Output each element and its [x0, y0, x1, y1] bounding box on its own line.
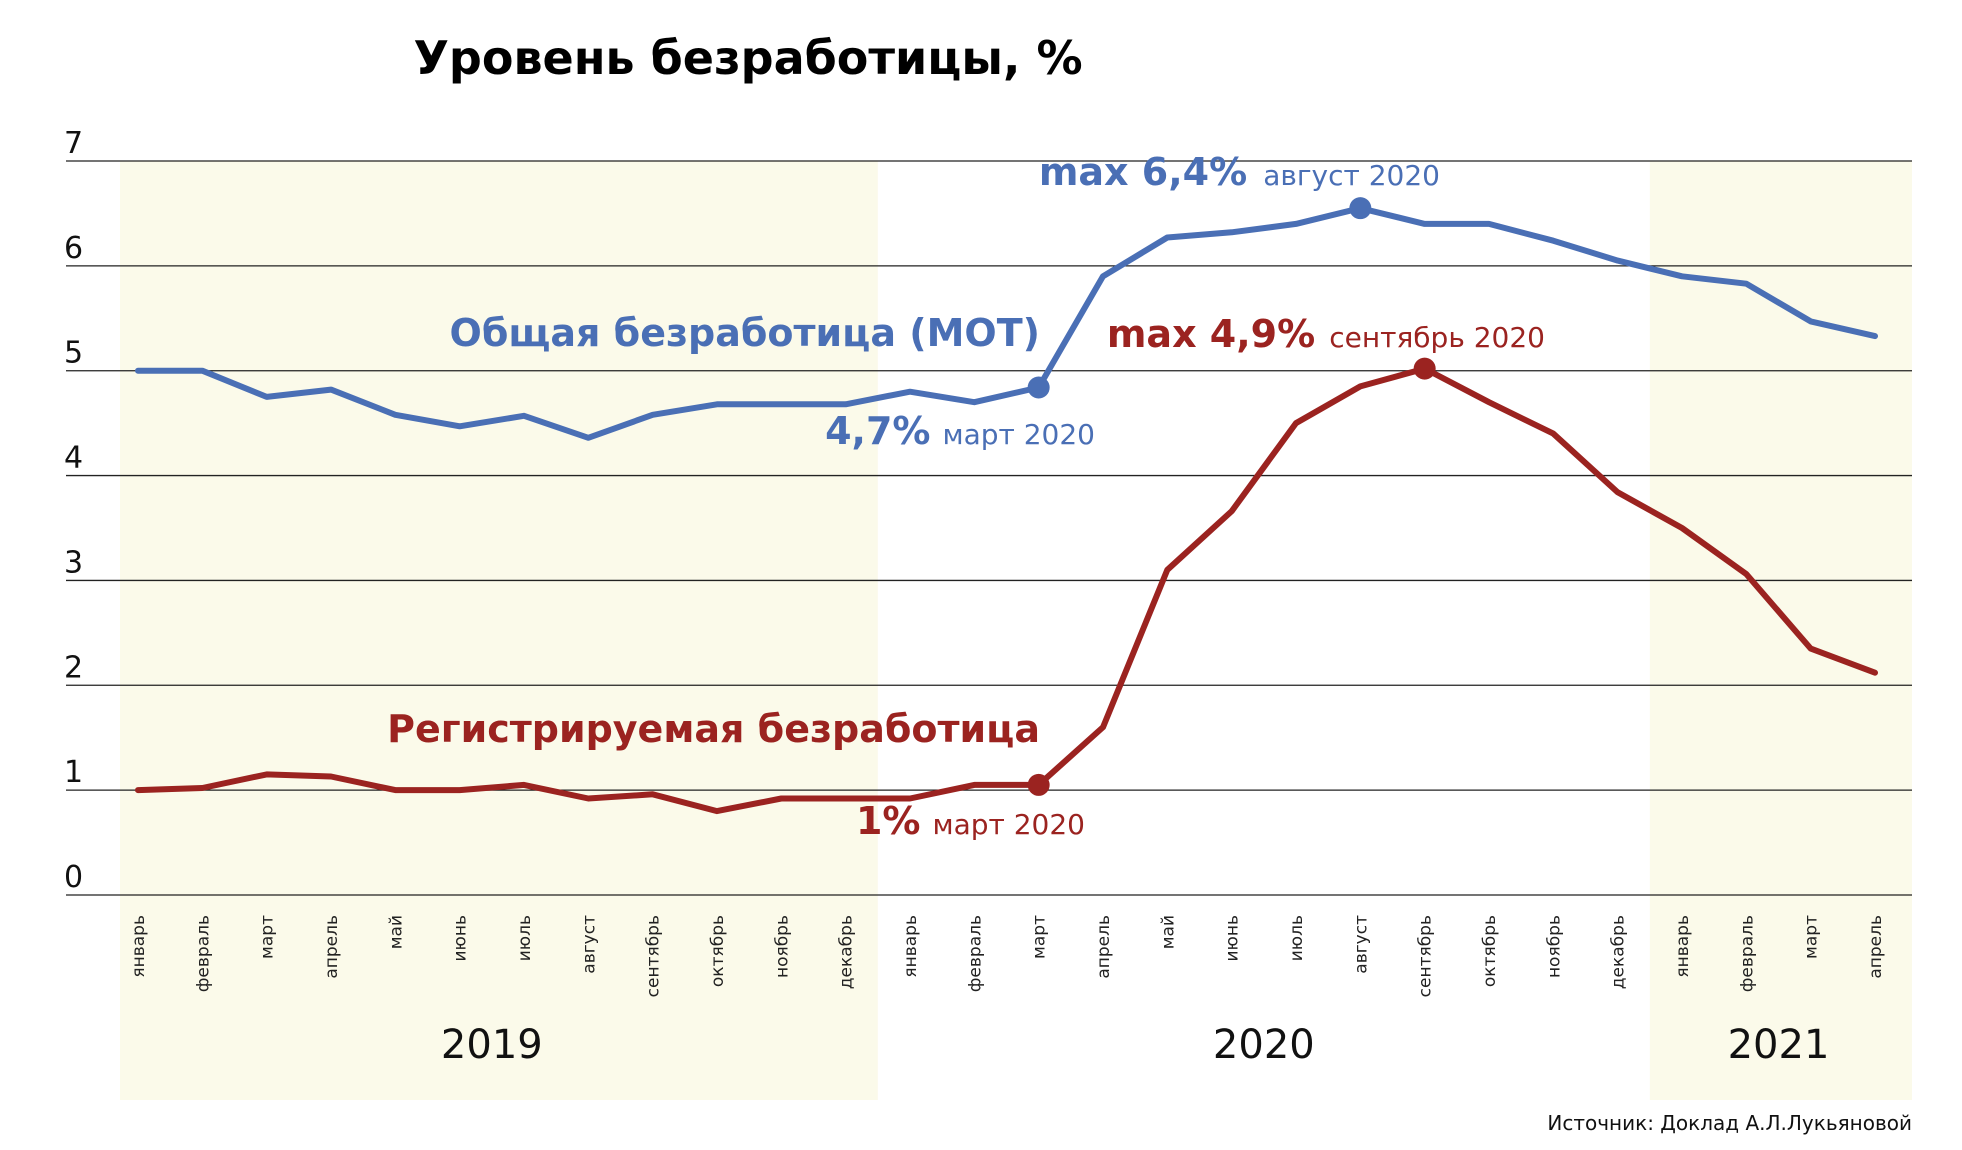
- annotation-date: март 2020: [942, 418, 1095, 451]
- y-tick-label: 7: [64, 126, 83, 161]
- x-tick-label: май: [386, 915, 406, 949]
- annotation-texts: 4,7% март 2020 max 6,4% август 2020 1% март 2…: [825, 150, 1545, 843]
- x-axis-year-labels: 2019 2020 2021: [441, 1022, 1829, 1068]
- x-tick-label: март: [1030, 915, 1050, 959]
- series-name-label: Общая безработица (МОТ): [450, 311, 1040, 355]
- annotation-value: max 4,9%: [1107, 312, 1315, 356]
- series-line-0: [135, 205, 1878, 441]
- annotation-date: август 2020: [1263, 159, 1440, 192]
- x-tick-label: апрель: [1094, 915, 1114, 979]
- x-tick-label: июль: [515, 915, 535, 961]
- x-tick-label: январь: [129, 915, 149, 978]
- y-tick-label: 6: [64, 231, 83, 266]
- year-shade-2021: [1649, 161, 1912, 1100]
- x-tick-label: июль: [1287, 915, 1307, 961]
- x-tick-label: июнь: [451, 915, 471, 962]
- x-tick-label: февраль: [965, 915, 985, 992]
- x-tick-label: октябрь: [708, 915, 728, 987]
- annotation-marker: [1413, 357, 1436, 380]
- x-tick-label: сентябрь: [1416, 915, 1436, 997]
- annotation-label: max 4,9% сентябрь 2020: [1107, 312, 1545, 356]
- x-tick-label: октябрь: [1480, 915, 1500, 987]
- y-axis-ticks: 0 1 2 3 4 5 6 7: [64, 126, 83, 895]
- series-name-label: Регистрируемая безработица: [387, 707, 1040, 751]
- x-tick-label: февраль: [193, 915, 213, 992]
- year-label: 2020: [1213, 1022, 1315, 1068]
- annotation-value: max 6,4%: [1039, 150, 1247, 194]
- x-tick-label: март: [1802, 915, 1822, 959]
- series-labels: Общая безработица (МОТ) Регистрируемая бе…: [387, 311, 1040, 751]
- annotation-value: 4,7%: [825, 409, 930, 453]
- x-tick-label: ноябрь: [772, 915, 792, 978]
- year-shade-2019: [120, 161, 878, 1100]
- annotation-date: сентябрь 2020: [1329, 321, 1545, 354]
- y-tick-label: 1: [64, 755, 83, 790]
- year-shading: [120, 161, 1912, 1100]
- annotation-label: 1% март 2020: [856, 799, 1085, 843]
- x-tick-label: август: [1351, 915, 1371, 974]
- x-tick-label: ноябрь: [1544, 915, 1564, 978]
- x-tick-label: март: [258, 915, 278, 959]
- y-tick-label: 0: [64, 860, 83, 895]
- annotation-value: 1%: [856, 799, 921, 843]
- x-tick-label: декабрь: [837, 915, 857, 989]
- x-tick-label: апрель: [1866, 915, 1886, 979]
- x-axis-month-labels: январь февраль март апрель май июнь июль август…: [129, 915, 1886, 997]
- x-tick-label: май: [1158, 915, 1178, 949]
- annotation-marker: [1027, 773, 1050, 796]
- x-tick-label: январь: [1673, 915, 1693, 978]
- series-line-1: [135, 365, 1878, 815]
- annotation-label: 4,7% март 2020: [825, 409, 1095, 453]
- gridlines: [66, 160, 1912, 896]
- x-tick-label: апрель: [322, 915, 342, 979]
- annotation-marker: [1027, 376, 1050, 399]
- year-label: 2021: [1728, 1022, 1830, 1068]
- x-tick-label: январь: [901, 915, 921, 978]
- annotation-markers: [1027, 197, 1436, 796]
- x-tick-label: июнь: [1223, 915, 1243, 962]
- year-label: 2019: [441, 1022, 543, 1068]
- annotation-marker: [1349, 197, 1372, 220]
- x-tick-label: декабрь: [1609, 915, 1629, 989]
- x-tick-label: август: [579, 915, 599, 974]
- x-tick-label: февраль: [1737, 915, 1757, 992]
- y-tick-label: 5: [64, 336, 83, 371]
- annotation-date: март 2020: [932, 808, 1085, 841]
- source-note: Источник: Доклад А.Л.Лукьяновой: [1547, 1111, 1912, 1135]
- annotation-label: max 6,4% август 2020: [1039, 150, 1440, 194]
- y-tick-label: 4: [64, 441, 83, 476]
- series-lines: [135, 205, 1878, 815]
- y-tick-label: 2: [64, 650, 83, 685]
- chart-title: Уровень безработицы, %: [413, 31, 1082, 85]
- y-tick-label: 3: [64, 545, 83, 580]
- x-tick-label: сентябрь: [644, 915, 664, 997]
